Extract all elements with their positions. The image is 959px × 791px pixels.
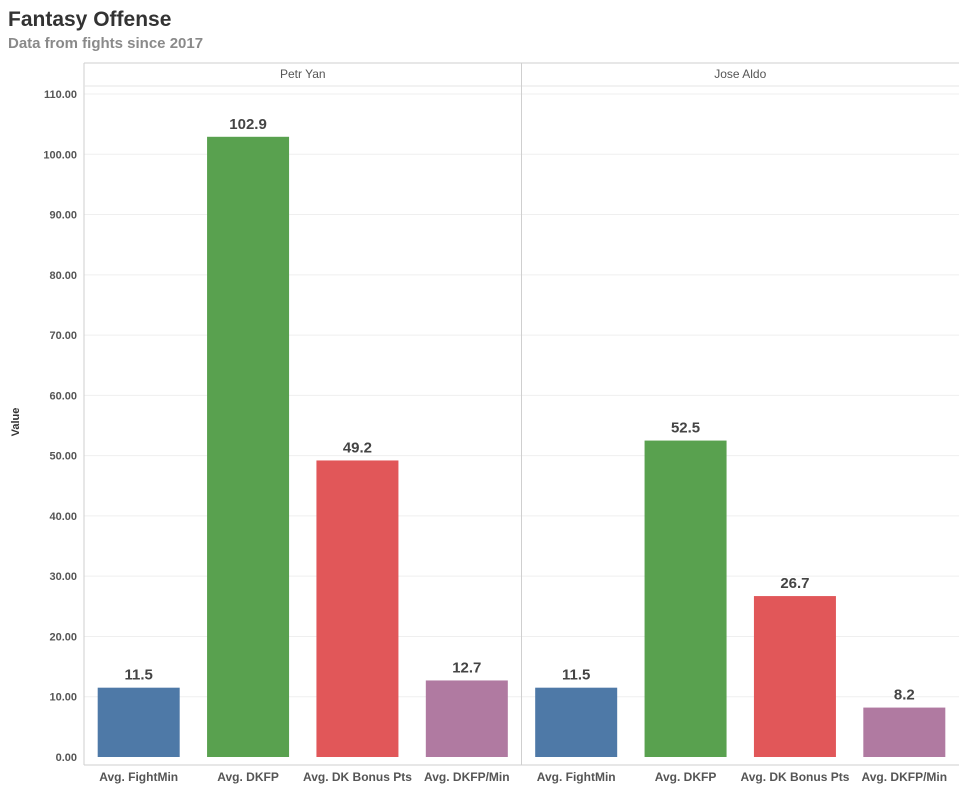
y-tick-label: 40.00 bbox=[49, 511, 77, 523]
y-tick-label: 100.00 bbox=[43, 149, 77, 161]
bar bbox=[425, 680, 508, 757]
data-label: 102.9 bbox=[229, 116, 267, 133]
y-tick-label: 0.00 bbox=[56, 752, 77, 764]
chart-subtitle: Data from fights since 2017 bbox=[8, 35, 204, 52]
x-tick-label: Avg. DKFP bbox=[217, 770, 279, 784]
x-tick-label: Avg. DKFP bbox=[655, 770, 717, 784]
y-tick-label: 90.00 bbox=[49, 210, 77, 222]
data-label: 12.7 bbox=[452, 659, 481, 676]
y-tick-label: 60.00 bbox=[49, 390, 77, 402]
y-tick-label: 110.00 bbox=[44, 89, 77, 101]
data-label: 8.2 bbox=[894, 687, 915, 704]
bar bbox=[535, 687, 618, 757]
x-tick-label: Avg. FightMin bbox=[537, 770, 616, 784]
x-tick-label: Avg. DK Bonus Pts bbox=[740, 770, 849, 784]
bar bbox=[316, 460, 399, 757]
bar bbox=[207, 136, 290, 757]
data-label: 11.5 bbox=[562, 667, 590, 684]
bar bbox=[97, 687, 180, 757]
data-label: 26.7 bbox=[780, 575, 809, 592]
bar bbox=[863, 707, 946, 757]
chart-title: Fantasy Offense bbox=[8, 8, 172, 31]
y-tick-label: 70.00 bbox=[49, 330, 77, 342]
x-tick-label: Avg. DKFP/Min bbox=[424, 770, 510, 784]
y-tick-label: 80.00 bbox=[49, 270, 77, 282]
data-label: 49.2 bbox=[343, 439, 372, 456]
y-tick-label: 20.00 bbox=[49, 631, 77, 643]
y-axis-title: Value bbox=[10, 408, 22, 437]
bar bbox=[644, 440, 727, 757]
x-tick-label: Avg. DK Bonus Pts bbox=[303, 770, 412, 784]
x-tick-label: Avg. DKFP/Min bbox=[862, 770, 948, 784]
y-tick-label: 50.00 bbox=[49, 451, 77, 463]
facet-label: Jose Aldo bbox=[714, 67, 766, 81]
y-tick-label: 30.00 bbox=[49, 571, 77, 583]
bar bbox=[753, 596, 836, 757]
x-tick-label: Avg. FightMin bbox=[99, 770, 178, 784]
facet-label: Petr Yan bbox=[280, 67, 326, 81]
data-label: 11.5 bbox=[125, 667, 153, 684]
data-label: 52.5 bbox=[671, 420, 700, 437]
y-tick-label: 10.00 bbox=[49, 692, 77, 704]
